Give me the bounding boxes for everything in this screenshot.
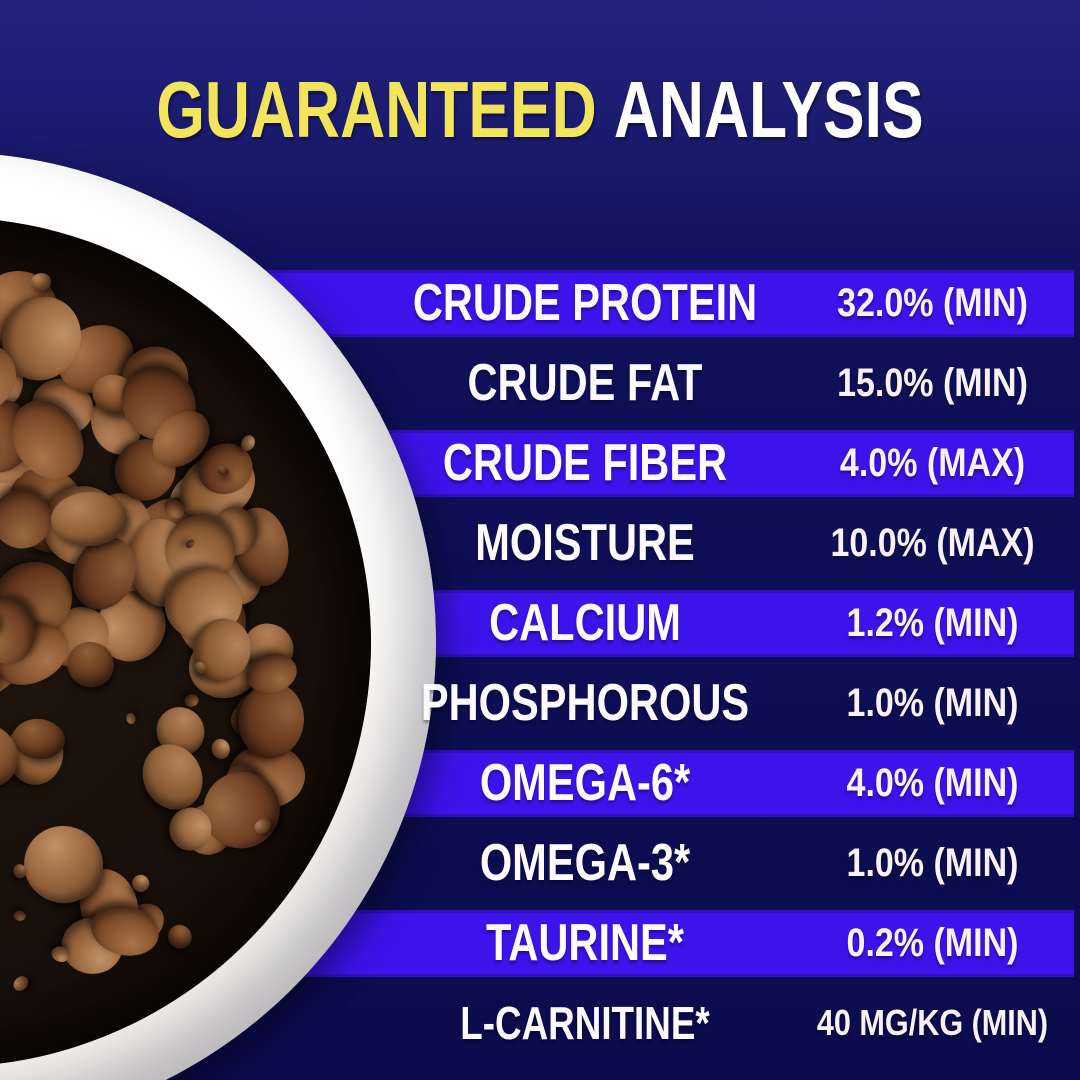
- analysis-row: CRUDE PROTEIN 32.0% (MIN): [0, 263, 1080, 343]
- analysis-row: OMEGA-6* 4.0% (MIN): [0, 743, 1080, 823]
- nutrient-label: L-CARNITINE*: [460, 997, 710, 1049]
- nutrient-label: CALCIUM: [489, 594, 681, 652]
- nutrient-label: OMEGA-3*: [479, 834, 691, 892]
- nutrient-label: CRUDE PROTEIN: [412, 274, 758, 332]
- title-word-analysis: ANALYSIS: [613, 65, 924, 154]
- nutrient-label: MOISTURE: [475, 514, 695, 572]
- nutrient-label: CRUDE FIBER: [442, 434, 728, 492]
- analysis-row: CRUDE FAT 15.0% (MIN): [0, 343, 1080, 423]
- title-word-guaranteed: GUARANTEED: [156, 65, 597, 154]
- analysis-row: CALCIUM 1.2% (MIN): [0, 583, 1080, 663]
- nutrient-value: 4.0% (MAX): [839, 440, 1026, 485]
- analysis-row: CRUDE FIBER 4.0% (MAX): [0, 423, 1080, 503]
- nutrient-value: 1.2% (MIN): [846, 600, 1019, 645]
- nutrient-value: 0.2% (MIN): [846, 920, 1019, 965]
- nutrient-value: 4.0% (MIN): [846, 760, 1019, 805]
- analysis-row: TAURINE* 0.2% (MIN): [0, 903, 1080, 983]
- nutrient-value: 40 MG/KG (MIN): [816, 1002, 1049, 1043]
- nutrient-label: TAURINE*: [486, 914, 684, 972]
- nutrient-value: 1.0% (MIN): [846, 840, 1019, 885]
- page-title: GUARANTEED ANALYSIS: [119, 62, 961, 158]
- analysis-row: MOISTURE 10.0% (MAX): [0, 503, 1080, 583]
- nutrient-value: 32.0% (MIN): [837, 280, 1028, 325]
- analysis-row: OMEGA-3* 1.0% (MIN): [0, 823, 1080, 903]
- nutrient-label: CRUDE FAT: [467, 354, 703, 412]
- nutrient-value: 1.0% (MIN): [846, 680, 1019, 725]
- nutrient-label: PHOSPHOROUS: [420, 674, 750, 732]
- analysis-row: L-CARNITINE* 40 MG/KG (MIN): [0, 983, 1080, 1063]
- nutrient-value: 10.0% (MAX): [830, 520, 1035, 565]
- nutrient-label: OMEGA-6*: [479, 754, 691, 812]
- nutrient-value: 15.0% (MIN): [837, 360, 1028, 405]
- analysis-row: PHOSPHOROUS 1.0% (MIN): [0, 663, 1080, 743]
